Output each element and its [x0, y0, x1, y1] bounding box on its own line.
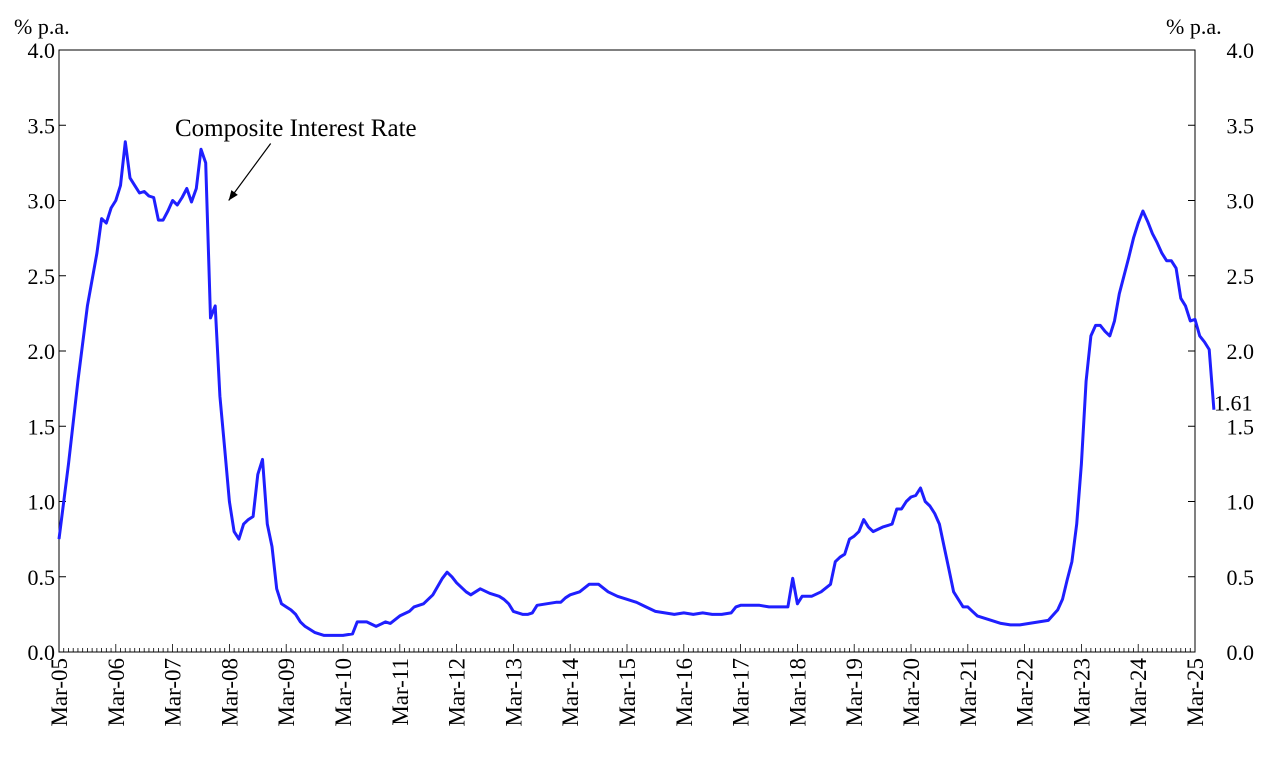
x-tick-label: Mar-21 — [956, 658, 981, 727]
y-tick-label-left: 4.0 — [28, 38, 56, 63]
x-tick-label: Mar-22 — [1013, 658, 1038, 727]
x-tick-label: Mar-18 — [785, 658, 810, 727]
annotation-composite-interest-rate: Composite Interest Rate — [175, 115, 417, 142]
x-tick-label: Mar-16 — [672, 658, 697, 727]
y-tick-label-left: 1.5 — [28, 414, 56, 439]
y-tick-label-right: 3.0 — [1227, 189, 1255, 214]
x-tick-label: Mar-12 — [445, 658, 470, 727]
x-axis: Mar-05 Mar-06 Mar-07 Mar-08 Mar-09 Mar-10 Mar-… — [47, 644, 1208, 727]
y-unit-left: % p.a. — [14, 14, 70, 39]
y-tick-label-right: 0.0 — [1227, 640, 1255, 665]
annotation-arrow — [228, 143, 272, 201]
x-tick-label: Mar-25 — [1183, 658, 1208, 727]
x-tick-label: Mar-08 — [217, 658, 242, 727]
x-tick-label: Mar-23 — [1069, 658, 1094, 727]
end-value-label: 1.61 — [1214, 391, 1253, 416]
x-tick-label: Mar-17 — [729, 658, 754, 727]
y-tick-label-right: 2.5 — [1227, 264, 1255, 289]
y-axis-left: 0.0 0.5 1.0 1.5 2.0 2.5 3.0 3.5 4.0 — [28, 38, 66, 665]
x-tick-label: Mar-15 — [615, 658, 640, 727]
y-tick-label-left: 3.5 — [28, 113, 56, 138]
y-tick-label-right: 1.0 — [1227, 490, 1255, 515]
y-unit-right: % p.a. — [1166, 14, 1222, 39]
x-tick-label: Mar-10 — [331, 658, 356, 727]
x-tick-label: Mar-06 — [104, 658, 129, 727]
x-tick-label: Mar-07 — [161, 658, 186, 727]
y-tick-label-left: 0.0 — [28, 640, 56, 665]
x-tick-label: Mar-11 — [388, 658, 413, 726]
x-tick-label: Mar-14 — [558, 658, 583, 727]
y-tick-label-right: 2.0 — [1227, 339, 1255, 364]
y-tick-label-left: 3.0 — [28, 189, 56, 214]
x-tick-label: Mar-20 — [899, 658, 924, 727]
x-tick-label: Mar-19 — [842, 658, 867, 727]
y-tick-label-right: 0.5 — [1227, 565, 1255, 590]
y-tick-label-left: 2.0 — [28, 339, 56, 364]
y-tick-label-right: 3.5 — [1227, 113, 1255, 138]
x-tick-label: Mar-05 — [47, 658, 72, 727]
y-tick-label-left: 1.0 — [28, 490, 56, 515]
y-axis-right: 0.0 0.5 1.0 1.5 2.0 2.5 3.0 3.5 4.0 — [1188, 38, 1254, 665]
series-line-composite-interest-rate — [57, 140, 1216, 637]
x-tick-label: Mar-24 — [1126, 658, 1151, 727]
x-tick-label: Mar-13 — [501, 658, 526, 727]
x-tick-label: Mar-09 — [274, 658, 299, 727]
annotation-arrow-head — [228, 190, 238, 201]
y-tick-label-right: 4.0 — [1227, 38, 1255, 63]
y-tick-label-left: 0.5 — [28, 565, 56, 590]
y-tick-label-left: 2.5 — [28, 264, 56, 289]
y-tick-label-right: 1.5 — [1227, 414, 1255, 439]
